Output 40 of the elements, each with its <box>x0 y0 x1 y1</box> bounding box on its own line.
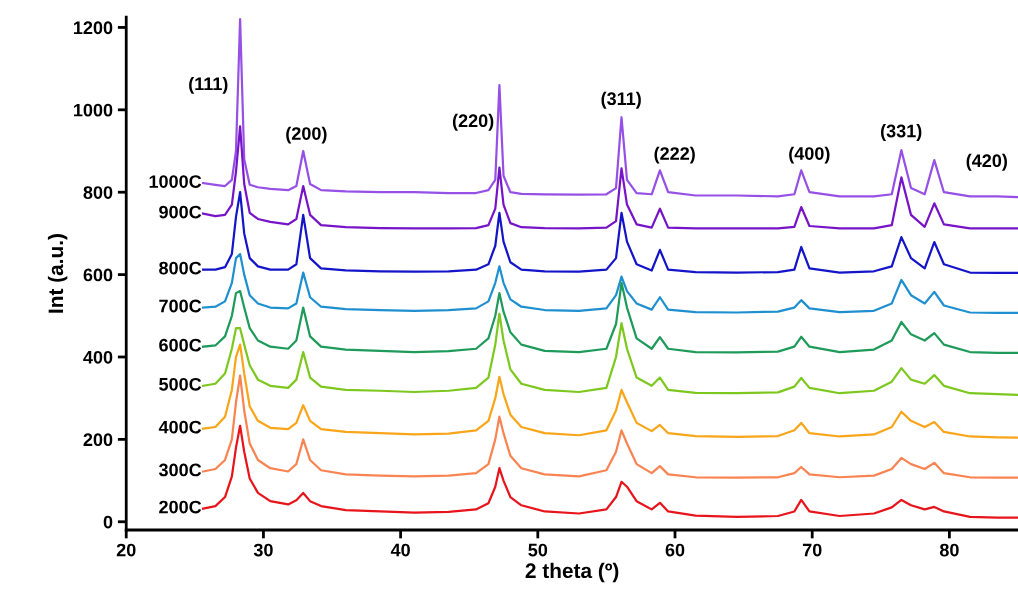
x-tick-label: 60 <box>665 543 685 557</box>
x-tick-label: 70 <box>802 543 822 557</box>
y-tick-label: 1000 <box>74 103 113 117</box>
annotation: (420) <box>966 153 1007 171</box>
x-tick-label: 80 <box>939 543 959 557</box>
line-series <box>201 191 1018 275</box>
annotation: (200) <box>286 126 327 144</box>
annotation: (311) <box>601 91 641 109</box>
line-series <box>201 252 1018 315</box>
y-tick-label: 800 <box>83 186 113 199</box>
annotation: (111) <box>189 76 228 94</box>
y-tick-label: 1200 <box>74 21 113 35</box>
series-label: 700C <box>159 299 202 313</box>
line-series <box>201 343 1018 439</box>
series-label: 300C <box>158 463 202 477</box>
series-label: 500C <box>159 377 202 391</box>
series-label: 800C <box>159 261 202 275</box>
series-label: 600C <box>159 338 202 352</box>
y-tick-label: 400 <box>83 350 113 364</box>
x-tick-label: 50 <box>528 543 548 557</box>
annotation: (220) <box>452 113 494 131</box>
series-label: 900C <box>159 205 202 219</box>
line-series <box>201 312 1018 396</box>
series-label: 400C <box>158 420 202 434</box>
series-label: 200C <box>159 500 202 514</box>
x-tick-label: 40 <box>390 543 410 557</box>
annotation: (331) <box>881 124 922 141</box>
series-label: 1000C <box>149 175 202 188</box>
y-tick-label: 600 <box>83 268 113 282</box>
line-series <box>201 374 1018 479</box>
annotation: (400) <box>789 146 830 164</box>
y-tick-label: 0 <box>103 515 113 529</box>
y-axis-title: Int (a.u.) <box>47 234 68 313</box>
annotation: (222) <box>654 146 695 164</box>
x-axis-title: 2 theta (º) <box>525 562 619 583</box>
line-series <box>201 424 1018 519</box>
x-tick-label: 30 <box>253 543 273 557</box>
line-series <box>201 281 1018 354</box>
x-tick-label: 20 <box>116 543 136 557</box>
y-tick-label: 200 <box>83 433 113 447</box>
